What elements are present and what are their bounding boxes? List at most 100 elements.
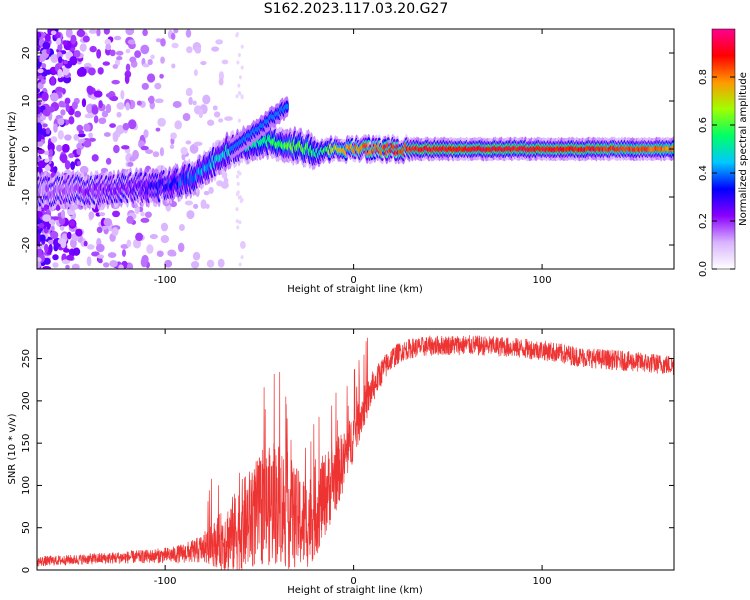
noise-blob xyxy=(55,32,61,39)
noise-blob xyxy=(41,91,49,102)
colorbar: 0.0 0.2 0.4 0.6 0.8 Normalized spectral ampl… xyxy=(698,28,749,277)
noise-blob xyxy=(198,108,204,119)
noise-blob xyxy=(113,35,122,41)
colorbar-tick-label: 0.2 xyxy=(698,213,709,229)
noise-blob xyxy=(52,262,59,268)
noise-blob xyxy=(160,234,170,244)
noise-blob xyxy=(81,98,87,108)
noise-blob xyxy=(74,110,82,118)
noise-blob xyxy=(83,240,88,247)
noise-blob xyxy=(236,225,240,230)
noise-blob xyxy=(66,231,72,240)
noise-blob xyxy=(50,30,57,36)
noise-blob xyxy=(126,262,134,269)
colorbar-ticks: 0.0 0.2 0.4 0.6 0.8 xyxy=(698,69,735,277)
noise-blob xyxy=(116,124,125,135)
noise-blob xyxy=(37,122,43,133)
noise-blob xyxy=(95,243,105,253)
noise-blob xyxy=(51,216,61,221)
noise-blob xyxy=(37,105,42,115)
noise-blob xyxy=(218,118,224,123)
x-tick-label: 0 xyxy=(350,275,356,286)
noise-blob xyxy=(112,132,119,143)
spectrogram-y-axis-label: Frequency (Hz) xyxy=(7,111,18,187)
noise-blob xyxy=(48,243,53,254)
y-tick-label: 50 xyxy=(21,521,32,534)
noise-blob xyxy=(64,134,72,141)
noise-blob xyxy=(37,248,43,257)
noise-blob xyxy=(37,210,43,218)
snr-background xyxy=(37,329,674,570)
noise-blob xyxy=(37,31,42,39)
noise-blob xyxy=(79,165,89,175)
noise-blob xyxy=(238,75,242,80)
noise-blob xyxy=(125,48,131,54)
noise-blob xyxy=(160,56,165,64)
noise-blob xyxy=(238,171,242,176)
noise-blob xyxy=(105,157,112,165)
noise-blob xyxy=(46,106,55,113)
noise-blob xyxy=(58,100,65,108)
snr-series-line xyxy=(37,335,674,570)
spectrogram-marks xyxy=(37,29,674,269)
noise-blob xyxy=(70,204,75,212)
noise-blob xyxy=(65,264,70,269)
noise-blob xyxy=(145,149,154,154)
noise-blob xyxy=(107,252,117,259)
noise-blob xyxy=(235,174,239,179)
colorbar-tick-label: 0.6 xyxy=(698,117,709,133)
noise-blob xyxy=(171,63,176,69)
noise-blob xyxy=(115,50,124,56)
noise-blob xyxy=(235,219,239,224)
snr-y-axis: 0 50 100 150 200 250 xyxy=(21,349,674,573)
noise-blob xyxy=(37,166,43,174)
colorbar-tick-label: 0.8 xyxy=(698,69,709,85)
noise-blob xyxy=(194,46,202,54)
snr-frame xyxy=(36,328,675,571)
noise-blob xyxy=(180,146,188,155)
noise-blob xyxy=(111,227,119,236)
noise-blob xyxy=(215,39,224,45)
noise-blob xyxy=(38,222,45,229)
branch-mark xyxy=(284,103,289,110)
noise-blob xyxy=(59,225,65,231)
noise-blob xyxy=(146,244,154,254)
noise-blob xyxy=(109,95,119,102)
noise-blob xyxy=(235,207,239,212)
noise-blob xyxy=(174,120,182,130)
noise-blob xyxy=(203,190,210,196)
y-tick-label: 100 xyxy=(21,476,32,495)
y-tick-label: 200 xyxy=(21,391,32,410)
noise-blob xyxy=(155,38,162,43)
noise-blob xyxy=(37,261,42,269)
x-tick-label: 100 xyxy=(533,576,552,587)
noise-blob xyxy=(50,92,59,102)
noise-blob xyxy=(237,83,241,88)
noise-blob xyxy=(142,29,148,37)
noise-blob xyxy=(60,238,67,249)
noise-blob xyxy=(240,255,244,260)
noise-blob xyxy=(186,210,195,220)
noise-blob xyxy=(101,225,108,230)
y-tick-label: -10 xyxy=(21,189,32,205)
noise-blob xyxy=(188,96,193,106)
noise-blob xyxy=(71,101,78,110)
colorbar-label: Normalized spectral amplitude xyxy=(738,72,749,226)
noise-blob xyxy=(86,256,92,267)
noise-blob xyxy=(113,144,120,154)
noise-blob xyxy=(238,195,242,200)
noise-blob xyxy=(103,132,111,137)
noise-blob xyxy=(125,63,131,72)
noise-blob xyxy=(126,239,132,248)
noise-blob xyxy=(132,238,142,249)
noise-blob xyxy=(76,147,82,156)
noise-blob xyxy=(37,160,46,168)
noise-blob xyxy=(72,247,81,256)
y-tick-label: 250 xyxy=(21,349,32,368)
noise-blob xyxy=(65,29,73,38)
spectrogram-x-axis-label: Height of straight line (km) xyxy=(287,284,423,295)
noise-blob xyxy=(116,102,125,110)
noise-blob xyxy=(238,262,242,267)
y-tick-label: 0 xyxy=(21,146,32,152)
noise-blob xyxy=(37,148,45,155)
